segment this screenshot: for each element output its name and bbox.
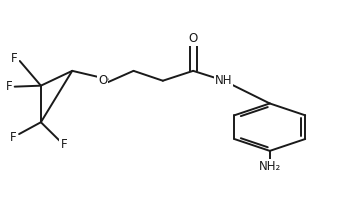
Text: F: F [11, 52, 18, 64]
Text: O: O [188, 32, 198, 45]
Text: F: F [10, 131, 17, 143]
Text: F: F [6, 80, 13, 93]
Text: O: O [98, 74, 107, 87]
Text: NH₂: NH₂ [259, 160, 281, 173]
Text: F: F [61, 139, 67, 151]
Text: NH: NH [215, 74, 233, 87]
